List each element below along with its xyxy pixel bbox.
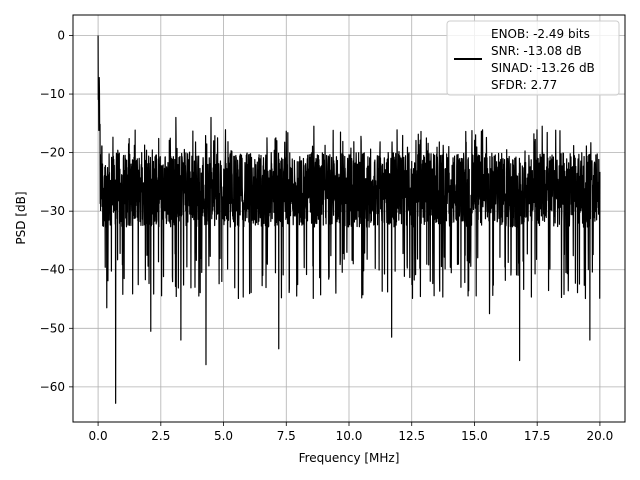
legend: ENOB: -2.49 bits SNR: -13.08 dB SINAD: -… bbox=[446, 20, 620, 96]
x-axis-ticks: 0.0 2.5 5.0 7.5 10.0 12.5 15.0 17.5 20.0 bbox=[89, 422, 614, 443]
y-axis-ticks: 0 −10 −20 −30 −40 −50 −60 bbox=[40, 28, 73, 394]
psd-line bbox=[97, 35, 601, 404]
legend-enob: ENOB: -2.49 bits bbox=[491, 27, 590, 41]
y-axis-label: PSD [dB] bbox=[14, 191, 28, 244]
psd-series bbox=[97, 35, 601, 404]
x-tick-label: 12.5 bbox=[398, 429, 425, 443]
legend-box bbox=[446, 20, 620, 96]
x-tick-label: 7.5 bbox=[277, 429, 296, 443]
x-tick-label: 10.0 bbox=[336, 429, 363, 443]
x-tick-label: 20.0 bbox=[587, 429, 614, 443]
x-tick-label: 17.5 bbox=[524, 429, 551, 443]
y-tick-label: −40 bbox=[40, 263, 65, 277]
legend-sfdr: SFDR: 2.77 bbox=[491, 78, 557, 92]
y-tick-label: −20 bbox=[40, 146, 65, 160]
x-tick-label: 15.0 bbox=[461, 429, 488, 443]
legend-snr: SNR: -13.08 dB bbox=[491, 44, 582, 58]
y-tick-label: −50 bbox=[40, 321, 65, 335]
y-tick-label: −30 bbox=[40, 204, 65, 218]
x-tick-label: 5.0 bbox=[214, 429, 233, 443]
y-tick-label: −60 bbox=[40, 380, 65, 394]
y-tick-label: 0 bbox=[57, 28, 65, 42]
y-tick-label: −10 bbox=[40, 87, 65, 101]
x-axis-label: Frequency [MHz] bbox=[299, 451, 400, 465]
x-tick-label: 2.5 bbox=[151, 429, 170, 443]
legend-sinad: SINAD: -13.26 dB bbox=[491, 61, 595, 75]
x-tick-label: 0.0 bbox=[89, 429, 108, 443]
